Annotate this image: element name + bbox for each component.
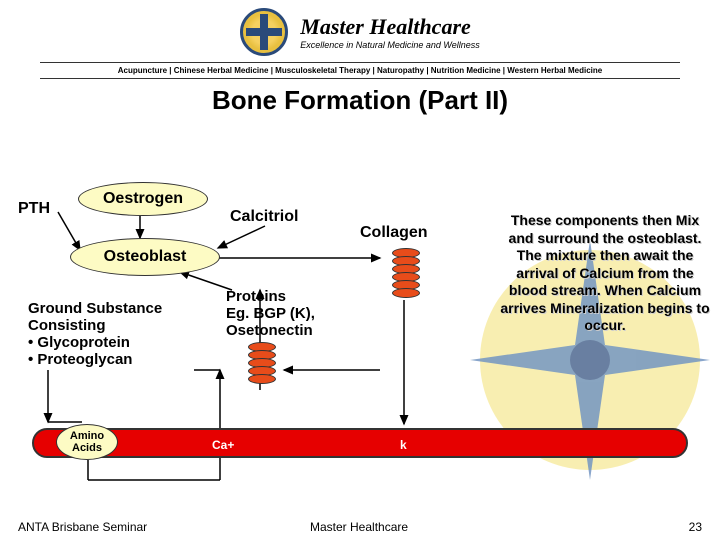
node-pth: PTH bbox=[18, 200, 50, 218]
footer-left: ANTA Brisbane Seminar bbox=[18, 520, 147, 534]
page-title: Bone Formation (Part II) bbox=[0, 85, 720, 116]
brand-subtitle: Excellence in Natural Medicine and Welln… bbox=[300, 40, 479, 50]
node-ground: Ground Substance Consisting • Glycoprote… bbox=[28, 300, 162, 368]
proteins-stack bbox=[248, 344, 276, 384]
brand-title: Master Healthcare bbox=[300, 14, 479, 40]
blood-bar bbox=[32, 428, 688, 458]
header: Master Healthcare Excellence in Natural … bbox=[0, 0, 720, 60]
brand-block: Master Healthcare Excellence in Natural … bbox=[300, 14, 479, 50]
side-note: These components then Mix and surround t… bbox=[500, 212, 710, 335]
node-collagen: Collagen bbox=[360, 224, 428, 242]
node-oestrogen: Oestrogen bbox=[78, 182, 208, 216]
node-osteoblast: Osteoblast bbox=[70, 238, 220, 276]
footer-center: Master Healthcare bbox=[310, 520, 408, 534]
services-line: Acupuncture | Chinese Herbal Medicine | … bbox=[40, 62, 680, 79]
bar-label: Ca+ bbox=[212, 438, 234, 452]
collagen-stack bbox=[392, 250, 420, 298]
logo-icon bbox=[240, 8, 288, 56]
bar-label-ellipse: Amino Acids bbox=[56, 424, 118, 460]
bar-label: k bbox=[400, 438, 407, 452]
node-proteins: Proteins Eg. BGP (K), Osetonectin bbox=[226, 288, 315, 339]
footer-right: 23 bbox=[689, 520, 702, 534]
node-calcitriol: Calcitriol bbox=[230, 208, 298, 226]
